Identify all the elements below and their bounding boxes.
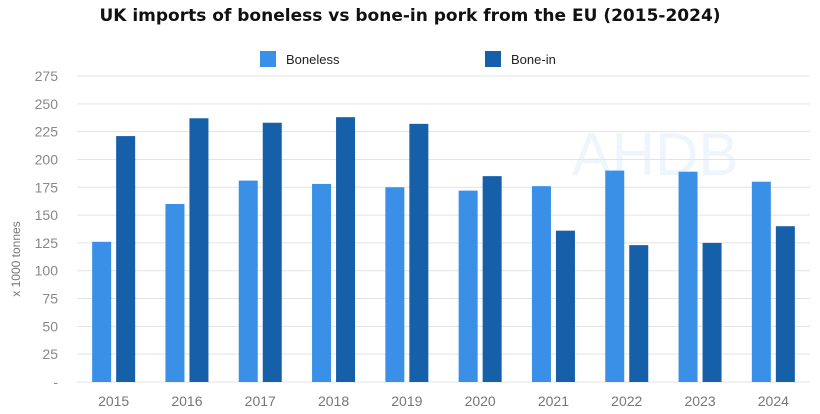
x-tick-label: 2023 xyxy=(684,393,715,409)
bar-boneless-2018 xyxy=(312,183,332,382)
x-tick-label: 2017 xyxy=(245,393,276,409)
bar-boneless-2019 xyxy=(385,187,405,382)
bar-bone-in-2018 xyxy=(336,117,356,383)
x-tick-label: 2019 xyxy=(391,393,422,409)
y-tick-label: 25 xyxy=(42,346,58,362)
y-tick-label: 125 xyxy=(35,235,59,251)
bar-bone-in-2023 xyxy=(702,242,722,382)
y-tick-label: 175 xyxy=(35,179,59,195)
watermark: AHDB xyxy=(572,121,739,188)
y-tick-label: 250 xyxy=(35,96,59,112)
legend-swatch xyxy=(485,51,501,67)
bar-bone-in-2019 xyxy=(409,123,429,382)
y-tick-label: 75 xyxy=(42,291,58,307)
bar-boneless-2015 xyxy=(92,241,112,382)
x-tick-label: 2022 xyxy=(611,393,642,409)
bar-boneless-2023 xyxy=(678,171,698,382)
x-tick-label: 2024 xyxy=(758,393,789,409)
y-tick-label: 275 xyxy=(35,68,59,84)
y-tick-label: 50 xyxy=(42,318,58,334)
y-tick-label: - xyxy=(53,374,58,390)
bar-bone-in-2021 xyxy=(555,230,575,382)
bar-bone-in-2016 xyxy=(189,118,209,383)
chart-title: UK imports of boneless vs bone-in pork f… xyxy=(99,6,721,26)
bar-boneless-2020 xyxy=(458,190,478,382)
bar-bone-in-2017 xyxy=(262,122,282,382)
bar-bone-in-2020 xyxy=(482,176,502,382)
legend-label: Bone-in xyxy=(511,52,556,67)
bar-bone-in-2024 xyxy=(775,226,795,382)
bar-bone-in-2022 xyxy=(629,245,649,382)
bar-boneless-2021 xyxy=(531,186,551,382)
y-tick-label: 225 xyxy=(35,124,59,140)
x-tick-label: 2018 xyxy=(318,393,349,409)
bar-bone-in-2015 xyxy=(116,136,136,382)
y-tick-label: 150 xyxy=(35,207,59,223)
bar-boneless-2022 xyxy=(605,170,625,382)
y-tick-label: 100 xyxy=(35,263,59,279)
x-tick-label: 2021 xyxy=(538,393,569,409)
bar-boneless-2016 xyxy=(165,203,185,382)
legend-label: Boneless xyxy=(286,52,340,67)
y-tick-label: 200 xyxy=(35,151,59,167)
legend-swatch xyxy=(260,51,276,67)
y-axis-label: x 1000 tonnes xyxy=(9,221,23,296)
x-tick-label: 2016 xyxy=(171,393,202,409)
x-tick-label: 2020 xyxy=(465,393,496,409)
bar-boneless-2024 xyxy=(751,181,771,382)
bar-boneless-2017 xyxy=(238,180,258,382)
x-tick-label: 2015 xyxy=(98,393,129,409)
